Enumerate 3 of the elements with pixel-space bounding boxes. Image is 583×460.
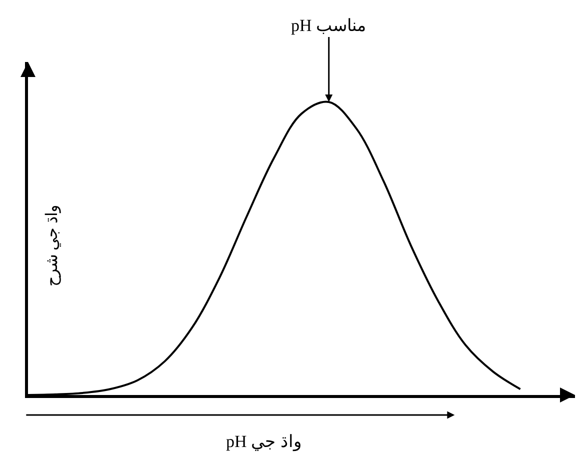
annotation: pH مناسب bbox=[291, 16, 366, 35]
y-axis-title: واڌ جي شرح bbox=[44, 204, 62, 286]
x-axis-title: pH واڌ جي bbox=[226, 432, 302, 452]
